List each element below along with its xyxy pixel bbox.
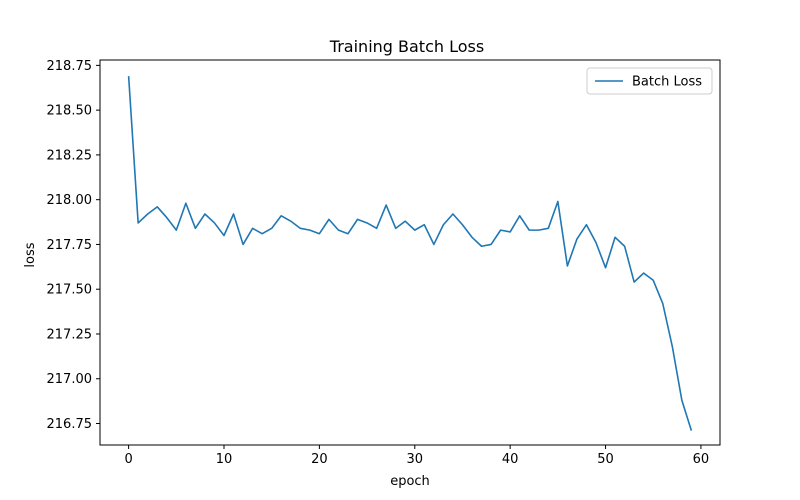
legend: Batch Loss (586, 67, 713, 95)
x-tick-label: 40 (502, 452, 519, 467)
y-tick-label: 217.50 (47, 283, 93, 298)
plot-frame (99, 59, 721, 446)
y-tick-label: 216.75 (47, 417, 93, 432)
chart-title: Training Batch Loss (329, 37, 484, 56)
x-tick-label: 60 (693, 452, 710, 467)
y-tick-label: 217.00 (47, 372, 93, 387)
y-tick-label: 218.50 (47, 104, 93, 119)
x-tick-label: 20 (311, 452, 328, 467)
y-axis: 216.75 217.00 217.25 217.50 217.75 218.00 218.… (47, 59, 100, 432)
x-tick-label: 10 (216, 452, 233, 467)
y-axis-title: loss (23, 242, 38, 267)
y-tick-label: 218.75 (47, 59, 93, 74)
plot-area (99, 59, 721, 446)
x-tick-label: 50 (597, 452, 614, 467)
x-axis-title: epoch (390, 474, 430, 489)
x-tick-label: 0 (124, 452, 132, 467)
x-axis: 0 10 20 30 40 50 60 (124, 445, 709, 467)
y-tick-label: 217.75 (47, 238, 93, 253)
legend-box (586, 67, 713, 95)
y-tick-label: 218.00 (47, 193, 93, 208)
y-tick-label: 217.25 (47, 327, 93, 342)
y-tick-label: 218.25 (47, 148, 93, 163)
series-line-0 (127, 76, 693, 431)
legend-label: Batch Loss (632, 75, 702, 90)
x-tick-label: 30 (406, 452, 423, 467)
